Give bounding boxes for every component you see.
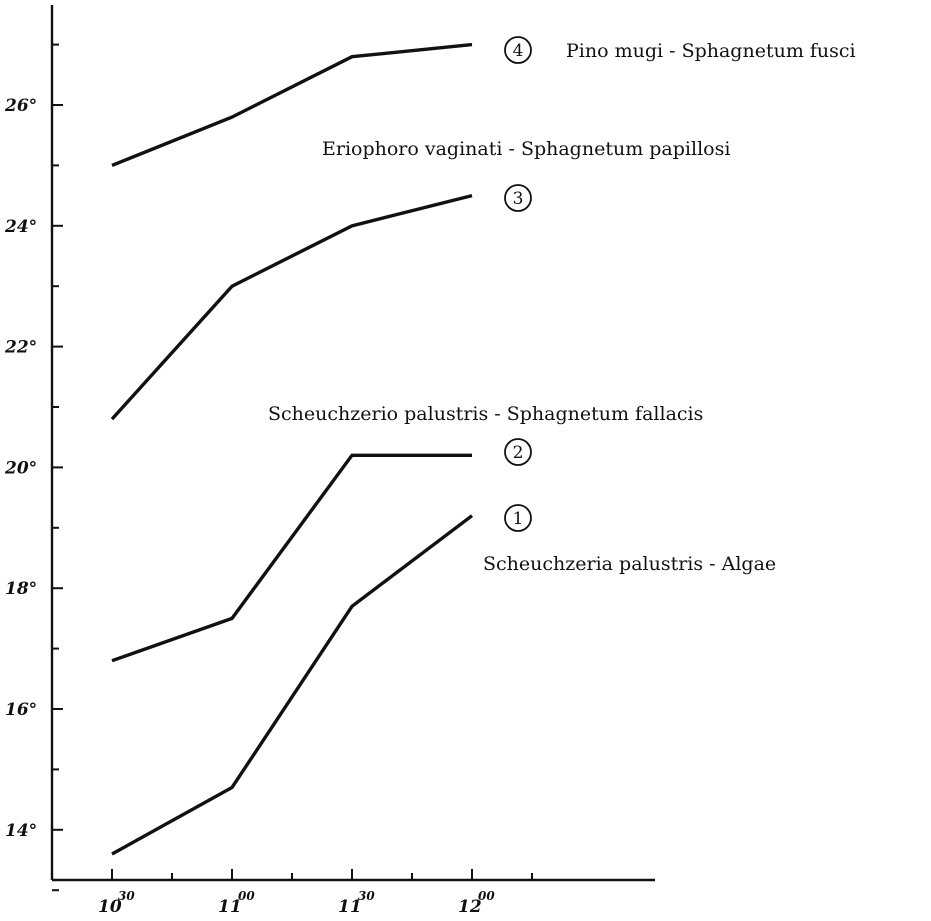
y-tick-label: 22°	[4, 338, 37, 358]
y-tick-label: 14°	[5, 821, 37, 841]
x-tick-label: 10	[98, 897, 122, 917]
series-name-4: Pino mugi - Sphagnetum fusci	[566, 40, 856, 62]
x-tick-label-superscript: 30	[118, 889, 135, 903]
series-name-1: Scheuchzeria palustris - Algae	[483, 553, 776, 575]
badge-circle	[504, 504, 532, 532]
series-line-1	[111, 514, 474, 856]
badge-number: 3	[513, 189, 524, 209]
series-labels: Scheuchzeria palustris - Algae Scheuchzer…	[268, 40, 856, 575]
series-line-2	[111, 453, 472, 663]
x-tick-label-superscript: 30	[358, 889, 375, 903]
y-tick-label: 26°	[4, 96, 37, 116]
series-name-3: Eriophoro vaginati - Sphagnetum papillos…	[322, 138, 730, 160]
x-tick-label: 12	[458, 897, 482, 917]
badge-number: 1	[513, 509, 524, 529]
y-tick-label: 24°	[4, 217, 37, 237]
x-tick-label-superscript: 00	[238, 889, 255, 903]
series-badges: 1 2 3 4	[504, 36, 532, 532]
y-tick-label: 20°	[4, 458, 37, 478]
y-tick-label: 16°	[5, 700, 37, 720]
badge-circle	[504, 438, 532, 466]
x-tick-label: 11	[338, 897, 362, 917]
x-tick-label: 11	[218, 897, 242, 917]
y-ticks: 14° 16° 18° 20° 22° 24° 26°	[4, 43, 63, 892]
badge-circle	[504, 184, 532, 212]
series-name-2: Scheuchzerio palustris - Sphagnetum fall…	[268, 403, 703, 425]
series-lines	[110, 42, 474, 856]
series-number-badge-4: 4	[504, 36, 532, 64]
series-line-3	[110, 193, 473, 421]
badge-number: 2	[513, 443, 524, 463]
series-number-badge-1: 1	[504, 504, 532, 532]
series-number-badge-3: 3	[504, 184, 532, 212]
x-tick-label-superscript: 00	[478, 889, 495, 903]
series-number-badge-2: 2	[504, 438, 532, 466]
series-line-4	[111, 42, 473, 167]
y-tick-label: 18°	[5, 579, 37, 599]
badge-number: 4	[513, 41, 524, 61]
badge-circle	[504, 36, 532, 64]
